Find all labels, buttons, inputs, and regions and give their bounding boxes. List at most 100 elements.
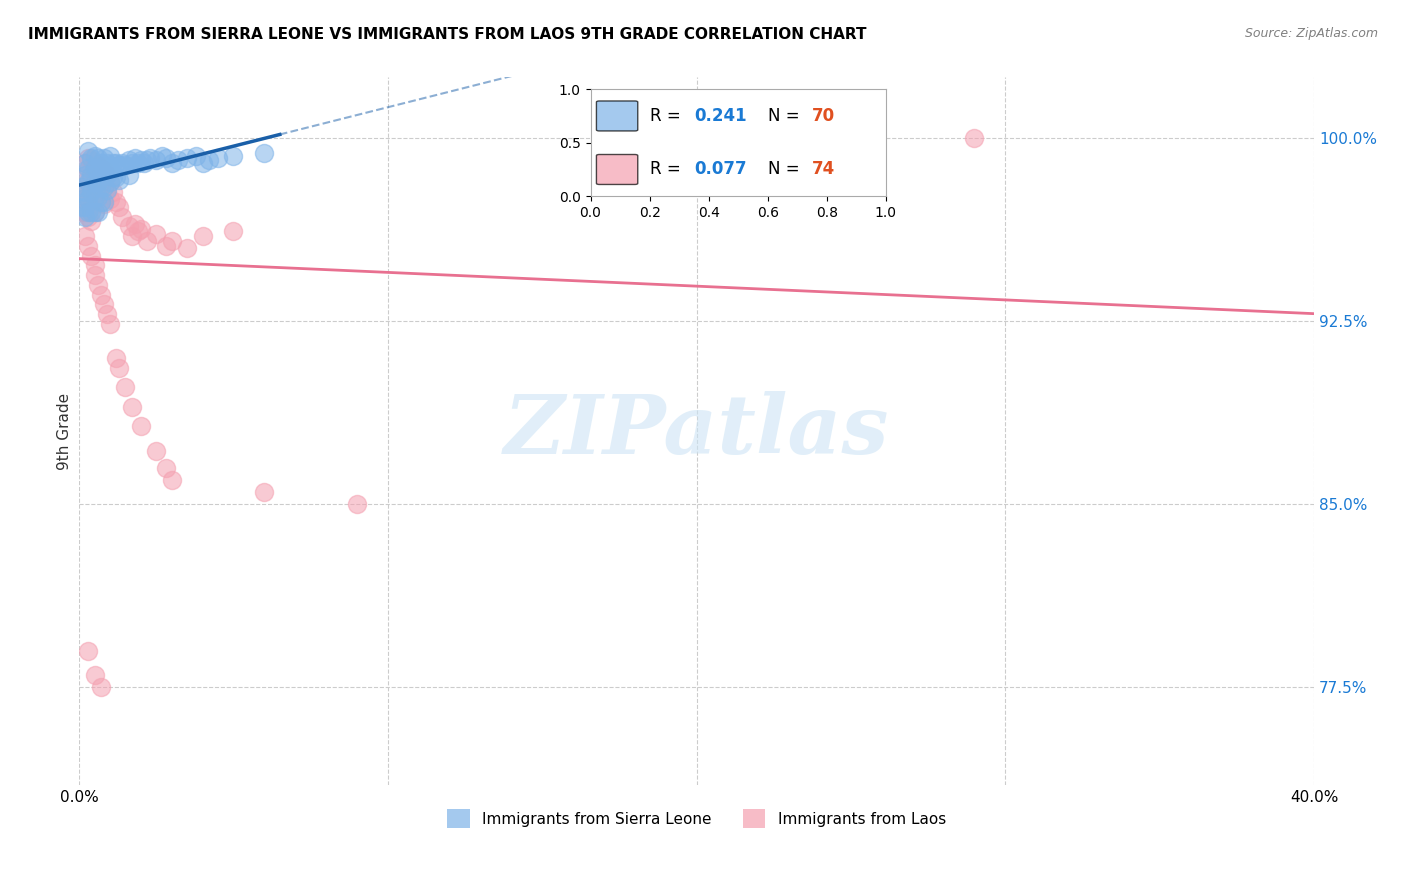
Point	[167, 153, 190, 168]
Point	[70, 200, 93, 214]
Point	[75, 200, 97, 214]
Point	[108, 173, 131, 187]
Point	[121, 156, 143, 170]
Point	[114, 158, 136, 172]
Point	[93, 163, 115, 178]
Point	[83, 190, 105, 204]
Point	[101, 185, 124, 199]
Point	[75, 210, 97, 224]
Point	[83, 170, 105, 185]
Point	[80, 185, 103, 199]
Point	[155, 239, 177, 253]
Point	[90, 287, 112, 301]
Text: R =: R =	[650, 161, 686, 178]
Point	[139, 151, 162, 165]
FancyBboxPatch shape	[596, 101, 638, 131]
Point	[70, 193, 93, 207]
Point	[98, 148, 121, 162]
Point	[145, 153, 167, 168]
Point	[80, 214, 103, 228]
Point	[75, 168, 97, 182]
Point	[75, 204, 97, 219]
Point	[136, 234, 159, 248]
Point	[127, 224, 149, 238]
Point	[98, 175, 121, 189]
Point	[96, 168, 118, 182]
Point	[93, 194, 115, 209]
Point	[98, 193, 121, 207]
Point	[86, 190, 108, 204]
Point	[80, 249, 103, 263]
Point	[114, 380, 136, 394]
Point	[75, 156, 97, 170]
Point	[108, 200, 131, 214]
Point	[124, 217, 146, 231]
Point	[86, 204, 108, 219]
Point	[191, 156, 214, 170]
Point	[176, 241, 198, 255]
Point	[96, 156, 118, 170]
Point	[176, 151, 198, 165]
Point	[96, 185, 118, 199]
Point	[253, 485, 276, 500]
Point	[93, 151, 115, 165]
Legend: Immigrants from Sierra Leone, Immigrants from Laos: Immigrants from Sierra Leone, Immigrants…	[441, 803, 952, 834]
Point	[83, 258, 105, 272]
Point	[75, 185, 97, 199]
Point	[77, 210, 100, 224]
Point	[222, 224, 245, 238]
Point	[77, 163, 100, 178]
Point	[136, 153, 159, 168]
Point	[86, 158, 108, 172]
Point	[83, 668, 105, 682]
Point	[86, 151, 108, 165]
Point	[80, 183, 103, 197]
Point	[77, 204, 100, 219]
Point	[77, 161, 100, 175]
Point	[222, 148, 245, 162]
Point	[86, 173, 108, 187]
Point	[90, 194, 112, 209]
Point	[77, 151, 100, 165]
Point	[77, 193, 100, 207]
Point	[86, 163, 108, 178]
Point	[145, 227, 167, 241]
Point	[152, 148, 174, 162]
Point	[70, 204, 93, 219]
Point	[75, 229, 97, 244]
Point	[75, 168, 97, 182]
Point	[90, 681, 112, 695]
Point	[80, 168, 103, 182]
Point	[129, 221, 152, 235]
Point	[75, 156, 97, 170]
Point	[101, 156, 124, 170]
Point	[90, 156, 112, 170]
Point	[96, 183, 118, 197]
Point	[98, 317, 121, 331]
Point	[83, 204, 105, 219]
Point	[83, 185, 105, 199]
Point	[86, 175, 108, 189]
Point	[127, 156, 149, 170]
Point	[186, 148, 208, 162]
Point	[111, 156, 134, 170]
Point	[108, 360, 131, 375]
Point	[93, 180, 115, 194]
Point	[96, 307, 118, 321]
Point	[77, 239, 100, 253]
Point	[77, 175, 100, 189]
Point	[963, 131, 986, 145]
Text: ZIPatlas: ZIPatlas	[503, 392, 890, 471]
Point	[93, 197, 115, 211]
Text: N =: N =	[768, 107, 804, 125]
FancyBboxPatch shape	[596, 154, 638, 185]
Point	[117, 219, 139, 234]
Text: N =: N =	[768, 161, 804, 178]
Point	[253, 146, 276, 161]
Point	[132, 156, 155, 170]
Point	[83, 175, 105, 189]
Point	[111, 210, 134, 224]
Text: Source: ZipAtlas.com: Source: ZipAtlas.com	[1244, 27, 1378, 40]
Point	[207, 151, 229, 165]
Point	[155, 151, 177, 165]
